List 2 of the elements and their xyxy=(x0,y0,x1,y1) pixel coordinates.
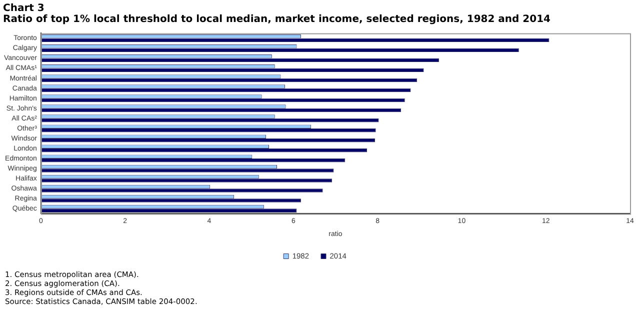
chart-title: Chart 3 xyxy=(3,3,46,14)
chart-subtitle: Ratio of top 1% local threshold to local median, market income, selected regions, 1982 and 2014 xyxy=(3,14,552,25)
